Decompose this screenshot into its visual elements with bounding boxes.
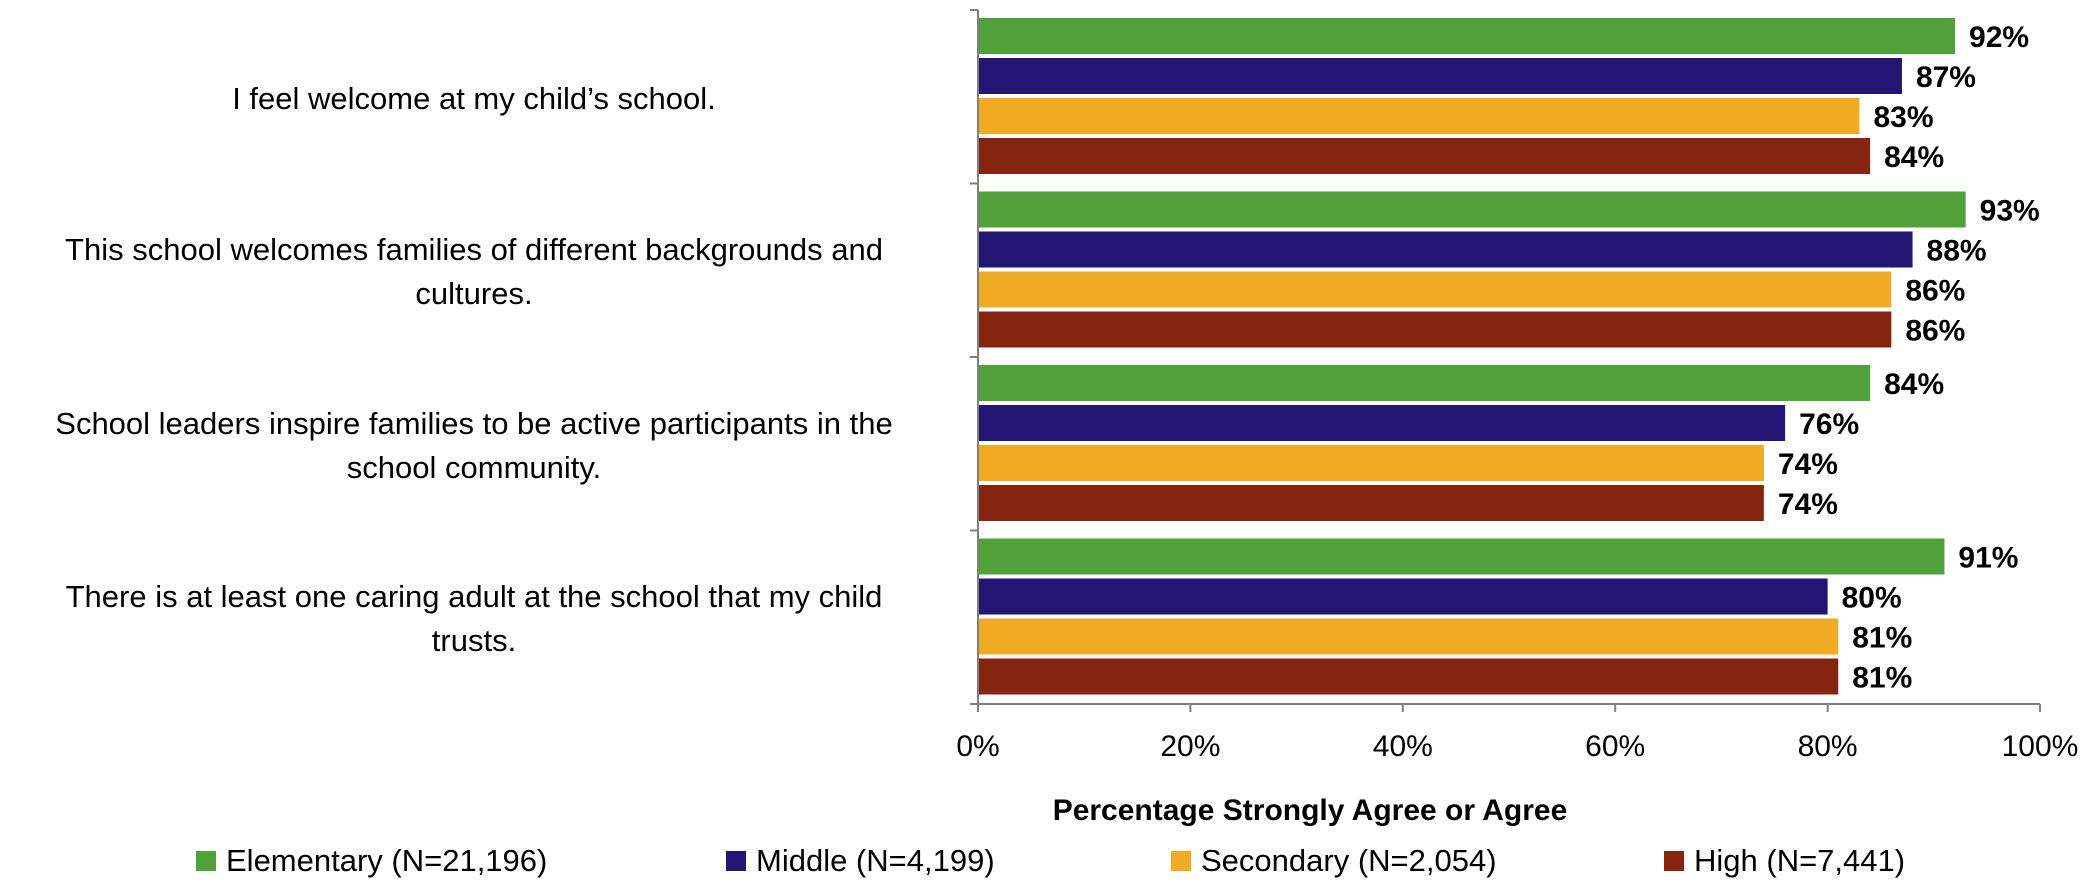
legend-label: Secondary (N=2,054) (1201, 843, 1497, 878)
x-tick-label: 40% (1373, 730, 1433, 763)
bar (978, 18, 1956, 54)
legend-label: High (N=7,441) (1694, 843, 1906, 878)
data-label: 91% (1958, 542, 2018, 575)
data-label: 86% (1905, 315, 1965, 348)
data-label: 92% (1969, 21, 2029, 54)
bar (978, 618, 1839, 655)
data-label: 86% (1905, 275, 1965, 308)
legend-item: Middle (N=4,199) (726, 843, 995, 879)
bar (978, 231, 1913, 268)
bars-group: 92% 87% 83% 84% 93% 88% 86% 86% 84% 76% 74% 74% 91% 8… (978, 18, 2040, 695)
category-label-line: This school welcomes families of differe… (65, 232, 883, 268)
data-label: 81% (1852, 622, 1912, 655)
data-label: 74% (1778, 488, 1838, 521)
category-label-line: school community. (346, 449, 602, 485)
category-label-line: I feel welcome at my child’s school. (232, 80, 716, 116)
legend-item: High (N=7,441) (1664, 843, 1905, 879)
bar (978, 138, 1871, 174)
x-axis-title: Percentage Strongly Agree or Agree (1053, 794, 1568, 827)
x-tick-label: 20% (1160, 730, 1220, 763)
bar (978, 445, 1764, 481)
category-label: School leaders inspire families to be ac… (4, 402, 944, 490)
category-label-line: School leaders inspire families to be ac… (55, 405, 893, 441)
data-label: 84% (1884, 141, 1944, 174)
bar (978, 311, 1892, 348)
bar (978, 538, 1945, 575)
category-label-line: cultures. (415, 276, 533, 312)
legend-swatch (196, 851, 216, 871)
bar (978, 191, 1966, 228)
category-label-line: trusts. (431, 623, 517, 659)
category-label: I feel welcome at my child’s school. (4, 77, 944, 121)
bar (978, 98, 1860, 134)
bar (978, 578, 1828, 615)
legend-item: Secondary (N=2,054) (1171, 843, 1497, 879)
legend: Elementary (N=21,196) Middle (N=4,199) Sec… (0, 843, 2099, 883)
data-label: 87% (1916, 61, 1976, 94)
data-label: 84% (1884, 368, 1944, 401)
category-label: This school welcomes families of differe… (4, 228, 944, 316)
bar (978, 365, 1871, 401)
category-label-line: There is at least one caring adult at th… (65, 579, 883, 615)
bar (978, 658, 1839, 695)
axes-group: 0% 20% 40% 60% 80% 100% (956, 9, 2079, 763)
data-label: 93% (1980, 195, 2040, 228)
bar (978, 485, 1764, 521)
x-tick-label: 100% (2002, 730, 2079, 763)
data-label: 81% (1852, 662, 1912, 695)
data-label: 74% (1778, 448, 1838, 481)
legend-swatch (1171, 851, 1191, 871)
x-tick-label: 0% (956, 730, 999, 763)
x-tick-label: 80% (1798, 730, 1858, 763)
data-label: 80% (1842, 582, 1902, 615)
bar (978, 271, 1892, 308)
data-label: 83% (1873, 101, 1933, 134)
bar (978, 405, 1786, 441)
legend-label: Middle (N=4,199) (756, 843, 995, 878)
legend-label: Elementary (N=21,196) (226, 843, 548, 878)
legend-swatch (1664, 851, 1684, 871)
legend-item: Elementary (N=21,196) (196, 843, 547, 879)
data-label: 88% (1927, 235, 1987, 268)
legend-swatch (726, 851, 746, 871)
x-tick-label: 60% (1585, 730, 1645, 763)
category-label: There is at least one caring adult at th… (4, 575, 944, 663)
data-label: 76% (1799, 408, 1859, 441)
bar (978, 58, 1902, 94)
